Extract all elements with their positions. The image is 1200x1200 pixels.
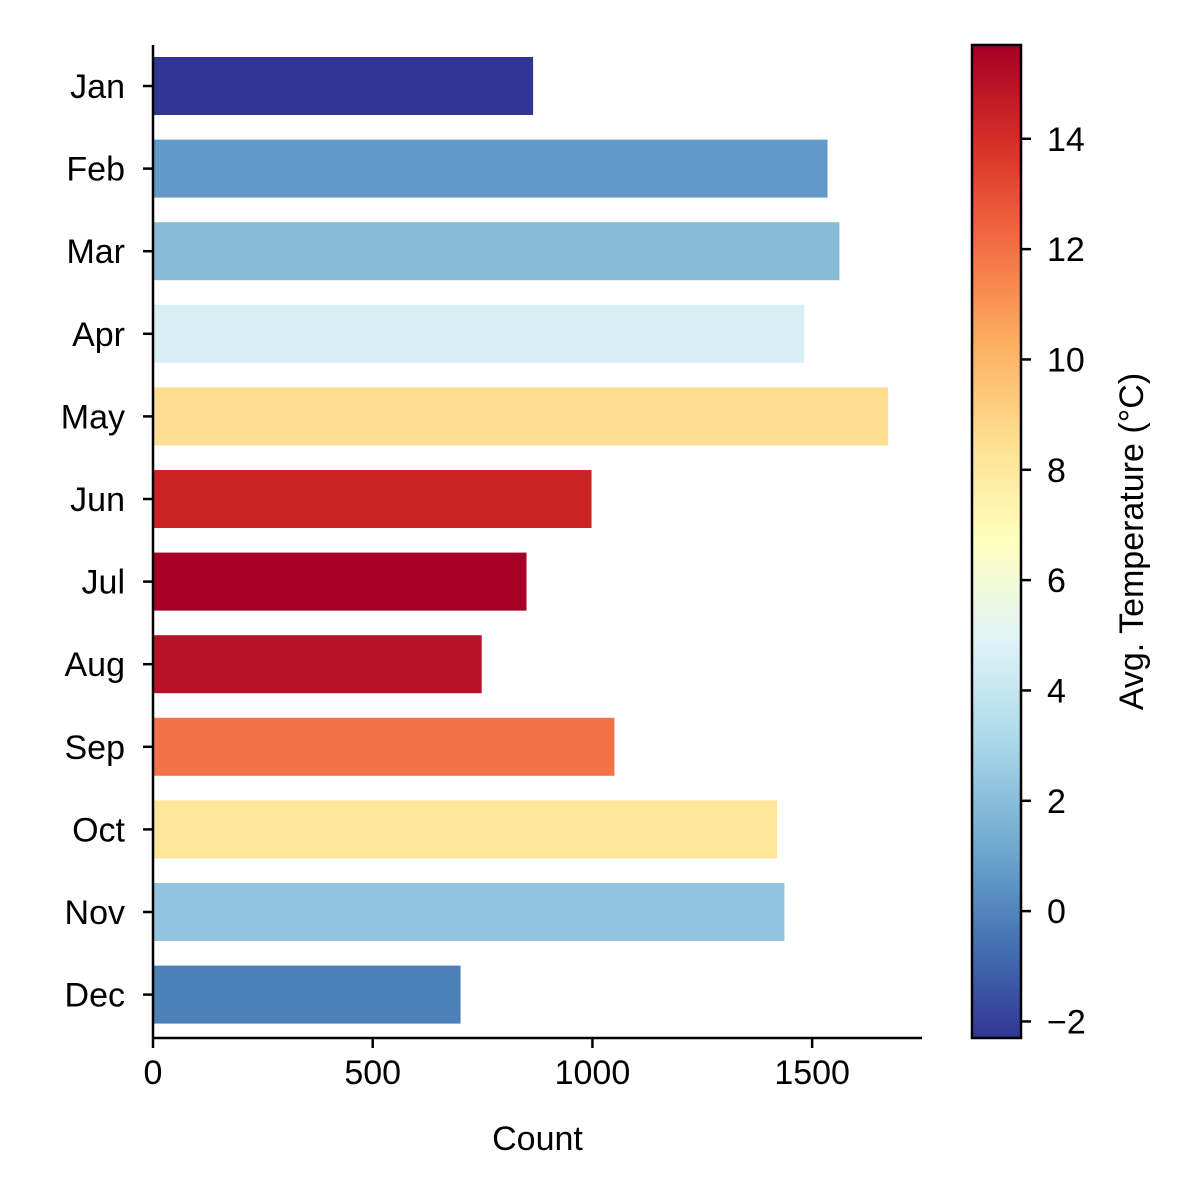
bar-nov (153, 883, 785, 941)
y-tick-label: Sep (65, 729, 126, 767)
bar-may (153, 387, 889, 446)
bar-apr (153, 304, 805, 363)
y-tick-label: Mar (66, 233, 125, 271)
y-tick-label: Dec (65, 977, 125, 1015)
x-tick-label: 500 (344, 1054, 401, 1092)
y-tick-label: Oct (72, 811, 125, 849)
colorbar-tick-label: 2 (1047, 783, 1066, 821)
y-tick-label: Nov (65, 894, 125, 932)
bar-aug (153, 635, 482, 694)
y-tick-label: Aug (65, 646, 126, 684)
colorbar-tick-label: 12 (1047, 231, 1085, 269)
x-tick-label: 0 (144, 1054, 163, 1092)
y-tick-label: Jul (82, 564, 125, 602)
colorbar-tick-label: −2 (1047, 1003, 1086, 1041)
bar-jan (153, 57, 534, 115)
bar-mar (153, 222, 840, 281)
y-tick-label: Apr (72, 316, 125, 354)
x-tick-label: 1500 (774, 1054, 850, 1092)
colorbar-title: Avg. Temperature (°C) (1113, 373, 1151, 710)
colorbar-tick-label: 4 (1047, 672, 1066, 710)
bar-sep (153, 717, 615, 776)
x-tick-label: 1000 (555, 1054, 631, 1092)
colorbar-tick-label: 6 (1047, 562, 1066, 600)
x-axis-title: Count (492, 1120, 583, 1158)
colorbar-tick-label: 0 (1047, 893, 1066, 931)
y-tick-label: Jan (70, 68, 125, 106)
colorbar (970, 43, 1023, 1040)
colorbar-tick-label: 14 (1047, 121, 1085, 159)
bar-jun (153, 470, 592, 528)
colorbar-tick-label: 8 (1047, 452, 1066, 490)
bar-jul (153, 552, 527, 611)
colorbar-tick-label: 10 (1047, 341, 1085, 379)
bar-feb (153, 139, 828, 198)
y-tick-label: Feb (66, 151, 125, 189)
bar-oct (153, 800, 777, 859)
y-tick-label: Jun (70, 481, 125, 519)
bar-dec (153, 965, 461, 1024)
y-tick-label: May (61, 398, 125, 436)
